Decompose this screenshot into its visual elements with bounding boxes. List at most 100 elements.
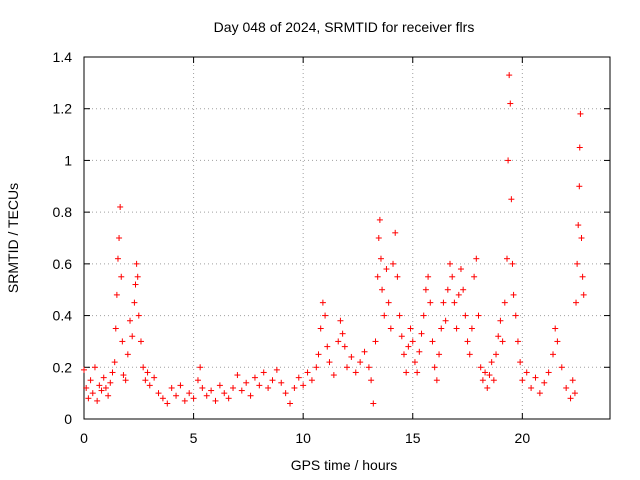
data-point <box>330 372 337 379</box>
data-point <box>411 359 418 366</box>
data-point <box>368 377 375 384</box>
data-point <box>580 291 587 298</box>
data-point <box>112 325 119 332</box>
data-point <box>317 325 324 332</box>
data-point <box>440 299 447 306</box>
data-point <box>574 260 581 267</box>
data-point <box>129 333 136 340</box>
data-point <box>322 312 329 319</box>
data-point <box>100 374 107 381</box>
data-point <box>370 400 377 407</box>
data-point <box>124 351 131 358</box>
data-point <box>447 260 454 267</box>
data-point <box>260 369 267 376</box>
data-point <box>107 379 114 386</box>
y-tick-label: 0 <box>64 411 72 427</box>
data-point <box>499 338 506 345</box>
axis-ticks: 0 0.2 0.4 0.6 0.8 1 1.2 1.4 0 5 10 15 20 <box>53 49 610 446</box>
data-point <box>405 343 412 350</box>
data-point <box>477 364 484 371</box>
data-point <box>466 351 473 358</box>
data-point <box>146 382 153 389</box>
data-point <box>164 400 171 407</box>
data-point <box>113 291 120 298</box>
data-point <box>475 312 482 319</box>
data-point <box>396 312 403 319</box>
data-point <box>98 387 105 394</box>
data-point <box>398 333 405 340</box>
data-point <box>87 377 94 384</box>
data-point <box>473 255 480 262</box>
data-point <box>425 273 432 280</box>
data-point <box>225 395 232 402</box>
y-tick-label: 1.2 <box>53 101 73 117</box>
data-point <box>571 390 578 397</box>
data-point <box>91 364 98 371</box>
data-point <box>409 338 416 345</box>
data-point <box>392 229 399 236</box>
data-point <box>335 338 342 345</box>
data-point <box>418 330 425 337</box>
chart-title: Day 048 of 2024, SRMTID for receiver flr… <box>214 19 475 35</box>
data-point <box>109 369 116 376</box>
data-point <box>579 273 586 280</box>
data-point <box>140 364 147 371</box>
data-point <box>376 216 383 223</box>
data-point <box>569 377 576 384</box>
data-point <box>326 359 333 366</box>
data-point <box>344 364 350 371</box>
data-point <box>159 395 166 402</box>
data-point <box>105 392 112 399</box>
data-points <box>81 72 587 407</box>
data-point <box>315 351 322 358</box>
data-point <box>532 374 539 381</box>
data-point <box>221 390 228 397</box>
y-tick-label: 0.8 <box>53 204 73 220</box>
data-point <box>375 235 382 241</box>
data-point <box>120 372 127 379</box>
data-point <box>510 291 517 298</box>
data-point <box>403 369 410 376</box>
data-point <box>173 392 180 399</box>
data-point <box>536 390 543 397</box>
data-point <box>89 390 96 397</box>
data-point <box>85 395 92 402</box>
data-point <box>168 384 175 391</box>
data-point <box>300 382 307 389</box>
data-point <box>304 369 311 376</box>
data-point <box>490 377 497 384</box>
data-point <box>127 317 134 324</box>
data-point <box>282 390 289 397</box>
data-point <box>451 299 458 306</box>
data-point <box>83 384 90 391</box>
plot-frame <box>83 56 611 420</box>
data-point <box>102 384 109 391</box>
data-point <box>422 286 429 293</box>
data-point <box>541 379 548 386</box>
data-point <box>151 374 158 381</box>
y-tick-label: 1 <box>64 152 72 168</box>
y-tick-label: 0.6 <box>53 256 73 272</box>
data-point <box>578 235 585 241</box>
data-point <box>506 72 513 79</box>
data-point <box>468 325 475 332</box>
data-point <box>503 255 510 262</box>
data-point <box>133 260 140 267</box>
data-point <box>482 369 489 376</box>
x-axis-label: GPS time / hours <box>291 457 398 473</box>
y-tick-label: 1.4 <box>53 49 73 65</box>
data-point <box>554 338 561 345</box>
data-point <box>495 333 502 340</box>
data-point <box>576 183 583 190</box>
data-point <box>471 273 478 280</box>
data-point <box>383 266 390 273</box>
data-point <box>455 291 462 298</box>
data-point <box>381 312 388 319</box>
data-point <box>438 325 445 332</box>
data-point <box>197 364 204 371</box>
data-point <box>234 372 241 379</box>
data-point <box>341 343 348 350</box>
data-point <box>295 374 302 381</box>
data-point <box>493 351 500 358</box>
